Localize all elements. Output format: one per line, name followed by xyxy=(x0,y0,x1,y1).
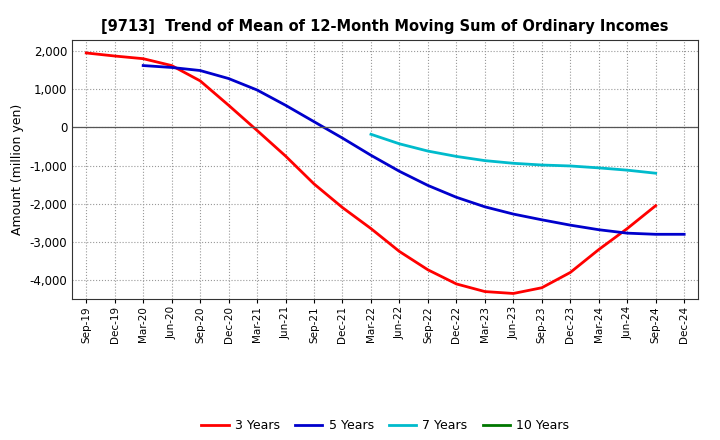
3 Years xyxy=(282,154,290,159)
3 Years xyxy=(595,247,603,252)
3 Years xyxy=(338,205,347,210)
Y-axis label: Amount (million yen): Amount (million yen) xyxy=(11,104,24,235)
3 Years xyxy=(253,128,261,133)
5 Years xyxy=(423,183,432,188)
5 Years xyxy=(167,65,176,70)
5 Years xyxy=(310,119,318,125)
5 Years xyxy=(595,227,603,232)
3 Years xyxy=(509,291,518,296)
5 Years xyxy=(395,169,404,174)
5 Years xyxy=(537,217,546,223)
3 Years xyxy=(139,56,148,61)
3 Years xyxy=(110,53,119,59)
7 Years xyxy=(366,132,375,137)
5 Years xyxy=(225,76,233,81)
3 Years xyxy=(480,289,489,294)
3 Years xyxy=(423,267,432,272)
3 Years xyxy=(167,63,176,68)
3 Years xyxy=(82,50,91,55)
Line: 7 Years: 7 Years xyxy=(371,134,656,173)
7 Years xyxy=(452,154,461,159)
Title: [9713]  Trend of Mean of 12-Month Moving Sum of Ordinary Incomes: [9713] Trend of Mean of 12-Month Moving … xyxy=(102,19,669,34)
7 Years xyxy=(509,161,518,166)
7 Years xyxy=(623,168,631,173)
7 Years xyxy=(537,162,546,168)
5 Years xyxy=(253,88,261,93)
5 Years xyxy=(196,68,204,73)
3 Years xyxy=(537,285,546,290)
5 Years xyxy=(338,136,347,141)
Line: 3 Years: 3 Years xyxy=(86,53,656,293)
5 Years xyxy=(366,153,375,158)
7 Years xyxy=(395,141,404,147)
5 Years xyxy=(566,223,575,228)
3 Years xyxy=(452,281,461,286)
7 Years xyxy=(595,165,603,171)
Line: 5 Years: 5 Years xyxy=(143,66,684,234)
3 Years xyxy=(566,270,575,275)
7 Years xyxy=(423,148,432,154)
7 Years xyxy=(652,171,660,176)
7 Years xyxy=(480,158,489,163)
5 Years xyxy=(652,231,660,237)
5 Years xyxy=(509,212,518,217)
3 Years xyxy=(652,203,660,208)
5 Years xyxy=(680,231,688,237)
5 Years xyxy=(452,194,461,200)
5 Years xyxy=(139,63,148,68)
5 Years xyxy=(282,103,290,108)
3 Years xyxy=(310,181,318,187)
3 Years xyxy=(366,226,375,231)
3 Years xyxy=(225,103,233,108)
3 Years xyxy=(196,78,204,84)
7 Years xyxy=(566,163,575,169)
Legend: 3 Years, 5 Years, 7 Years, 10 Years: 3 Years, 5 Years, 7 Years, 10 Years xyxy=(196,414,575,437)
3 Years xyxy=(395,249,404,254)
5 Years xyxy=(623,231,631,236)
3 Years xyxy=(623,226,631,231)
5 Years xyxy=(480,204,489,209)
